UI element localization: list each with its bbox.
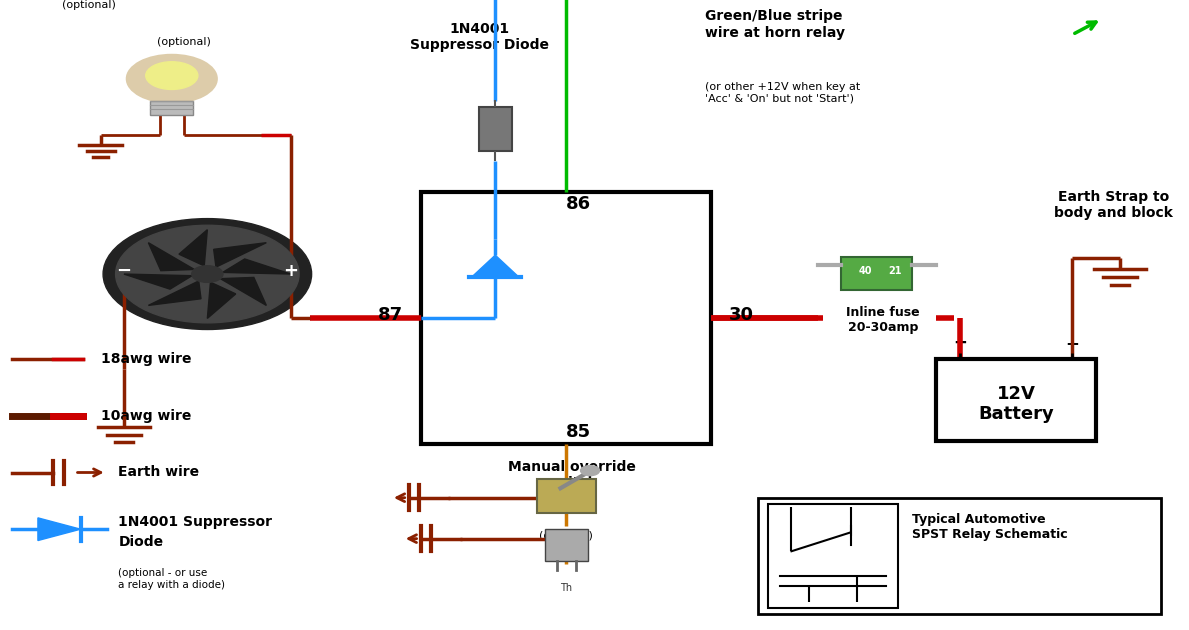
Text: Earth wire: Earth wire xyxy=(119,466,200,479)
Text: Diode: Diode xyxy=(119,535,164,549)
Text: (optional): (optional) xyxy=(157,37,210,47)
Circle shape xyxy=(127,55,216,103)
Bar xyxy=(759,498,1162,614)
Bar xyxy=(479,107,511,151)
Text: 87: 87 xyxy=(378,306,403,324)
Bar xyxy=(536,479,596,513)
Bar xyxy=(768,504,898,608)
Polygon shape xyxy=(214,243,266,267)
Circle shape xyxy=(191,266,224,282)
Circle shape xyxy=(103,219,312,329)
Bar xyxy=(545,529,587,561)
Text: 21: 21 xyxy=(888,266,901,276)
Bar xyxy=(151,101,193,115)
Polygon shape xyxy=(472,255,518,277)
Polygon shape xyxy=(38,518,81,541)
Bar xyxy=(842,257,912,290)
Bar xyxy=(421,192,711,444)
Text: Green/Blue stripe
wire at horn relay: Green/Blue stripe wire at horn relay xyxy=(705,9,845,40)
Text: (optional - or use
a relay with a diode): (optional - or use a relay with a diode) xyxy=(119,568,226,590)
Text: Earth Strap to
body and block: Earth Strap to body and block xyxy=(1055,190,1174,220)
Text: −: − xyxy=(117,262,132,280)
Polygon shape xyxy=(149,281,201,306)
Text: 86: 86 xyxy=(566,195,591,214)
Text: Inline fuse
20-30amp: Inline fuse 20-30amp xyxy=(845,306,919,333)
Text: Manual override
switch: Manual override switch xyxy=(509,460,636,490)
Polygon shape xyxy=(207,282,235,318)
Text: +: + xyxy=(283,262,298,280)
Text: (optional): (optional) xyxy=(540,531,593,541)
Bar xyxy=(936,359,1096,441)
Text: 10awg wire: 10awg wire xyxy=(101,409,191,423)
Text: Typical Automotive
SPST Relay Schematic: Typical Automotive SPST Relay Schematic xyxy=(912,513,1068,541)
Circle shape xyxy=(146,62,197,89)
Text: 85: 85 xyxy=(566,423,591,441)
Text: 1N4001 Suppressor: 1N4001 Suppressor xyxy=(119,515,272,529)
Circle shape xyxy=(580,466,599,476)
Polygon shape xyxy=(220,277,266,306)
Polygon shape xyxy=(180,230,207,266)
Text: 18awg wire: 18awg wire xyxy=(101,352,191,366)
Text: +: + xyxy=(952,333,967,352)
Text: (optional): (optional) xyxy=(62,0,115,10)
Text: −: − xyxy=(1065,333,1080,352)
Text: 1N4001
Suppressor Diode: 1N4001 Suppressor Diode xyxy=(410,22,549,52)
Text: Battery: Battery xyxy=(979,405,1053,423)
Text: (or other +12V when key at
'Acc' & 'On' but not 'Start'): (or other +12V when key at 'Acc' & 'On' … xyxy=(705,82,860,103)
Text: Th: Th xyxy=(560,583,572,593)
Circle shape xyxy=(115,226,300,323)
Polygon shape xyxy=(124,274,191,289)
Text: 30: 30 xyxy=(729,306,754,324)
Polygon shape xyxy=(149,243,194,271)
Text: 12V: 12V xyxy=(996,385,1036,403)
Text: 40: 40 xyxy=(858,266,872,276)
Polygon shape xyxy=(222,259,291,274)
